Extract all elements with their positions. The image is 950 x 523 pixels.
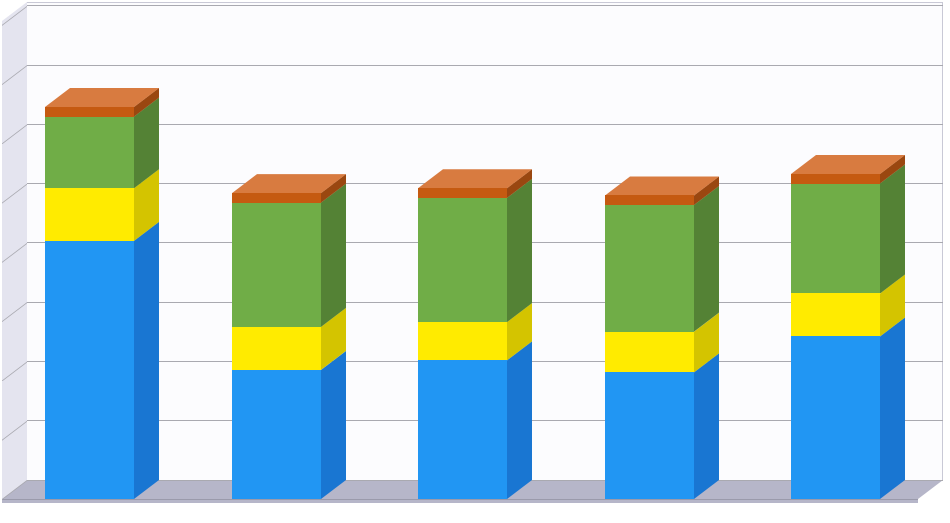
bar-5-series3-side (880, 165, 905, 294)
bar-4-series4-front (605, 195, 694, 205)
bar-1-series3-front (45, 117, 134, 189)
bar-5-series4-front (791, 174, 880, 184)
bar-3-series2-front (418, 322, 507, 360)
gridline (27, 5, 943, 6)
bar-5-series1-side (880, 317, 905, 499)
gridline (27, 65, 943, 66)
bar-4-series3-side (694, 186, 719, 332)
bar-2-series3-side (321, 184, 346, 327)
chart-floor-front (2, 499, 918, 503)
bar-4-series1-side (694, 353, 719, 499)
gridline (27, 124, 943, 125)
bar-4-series1-front (605, 372, 694, 499)
bar-2-series3-front (232, 203, 321, 327)
bar-2-series1-front (232, 370, 321, 499)
bar-4-series3-front (605, 205, 694, 332)
bar-1-series1-front (45, 241, 134, 499)
bar-5-series1-front (791, 336, 880, 499)
bar-3-series3-side (507, 179, 532, 322)
bar-3-series4-front (418, 188, 507, 198)
bar-2-series4-front (232, 193, 321, 203)
bar-3-series1-side (507, 341, 532, 499)
bar-1-series2-front (45, 188, 134, 241)
bar-2-series2-front (232, 327, 321, 370)
bar-3-series1-front (418, 360, 507, 499)
stacked-bar-chart (0, 0, 950, 523)
bar-5-series3-front (791, 184, 880, 294)
bar-1-series4-front (45, 107, 134, 117)
bar-4-series2-front (605, 332, 694, 373)
bar-2-series1-side (321, 351, 346, 499)
bar-1-series1-side (134, 222, 159, 499)
bar-3-series3-front (418, 198, 507, 322)
bar-5-series2-front (791, 293, 880, 336)
